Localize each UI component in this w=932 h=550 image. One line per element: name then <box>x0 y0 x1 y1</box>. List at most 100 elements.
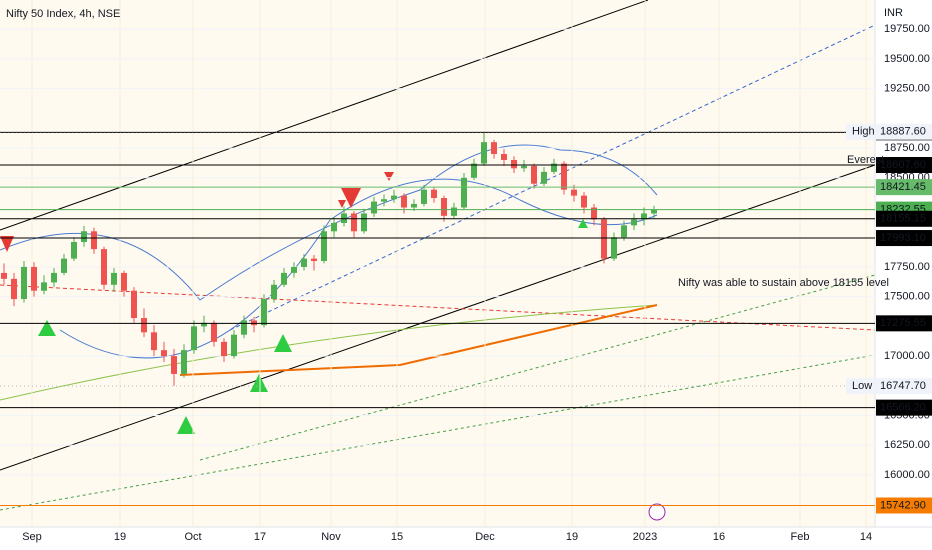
plot-area <box>0 0 875 527</box>
low-tag: Low <box>852 380 872 392</box>
level-label: 16566.20 <box>880 402 926 414</box>
buy-signal <box>38 320 56 336</box>
candle-body <box>551 163 557 172</box>
candle-body <box>271 284 277 300</box>
candle-body <box>311 258 317 262</box>
x-tick-label: 15 <box>391 531 403 543</box>
candle-body <box>361 213 367 232</box>
candle-body <box>51 272 57 283</box>
candle-body <box>71 241 77 259</box>
y-tick-label: 19500.00 <box>884 53 930 65</box>
candle-body <box>511 159 517 169</box>
candle-body <box>301 258 307 267</box>
candle-body <box>191 326 197 351</box>
buy-signal <box>578 219 588 228</box>
signals <box>0 172 588 434</box>
candle-body <box>341 213 347 223</box>
candle-body <box>331 222 337 232</box>
candle-body <box>161 350 167 357</box>
candle-body <box>11 278 17 300</box>
level-label-bg <box>876 230 932 247</box>
candle-body <box>391 195 397 200</box>
candle-body <box>321 231 327 262</box>
candle-body <box>141 318 147 333</box>
candle-body <box>251 320 257 326</box>
moving-average <box>179 304 658 376</box>
candle-body <box>621 225 627 238</box>
x-tick-label: 17 <box>254 531 266 543</box>
y-tick-label: 16250.00 <box>884 439 930 451</box>
annotation: Everest <box>847 154 884 166</box>
x-tick-label: 19 <box>566 531 578 543</box>
candle-body <box>451 207 457 216</box>
candle-body <box>581 195 587 208</box>
candle-body <box>111 272 117 285</box>
candle-body <box>221 341 227 357</box>
moving-average <box>0 304 658 401</box>
candle-body <box>131 290 137 319</box>
x-tick-label: 16 <box>713 531 725 543</box>
level-label-bg <box>876 179 932 196</box>
candle-body <box>1 272 7 279</box>
x-tick-label: Oct <box>184 531 201 543</box>
candle-body <box>491 142 497 155</box>
high-label-bg <box>876 123 932 140</box>
x-tick-label: Feb <box>791 531 810 543</box>
buy-signal <box>177 416 195 434</box>
x-tick-label: 19 <box>114 531 126 543</box>
y-tick-label: 17750.00 <box>884 261 930 273</box>
level-label: 17993.10 <box>880 232 926 244</box>
sell-signal <box>0 236 14 252</box>
candle-body <box>651 209 657 214</box>
candle-body <box>231 334 237 357</box>
candle-body <box>281 272 287 285</box>
candle-body <box>21 266 27 300</box>
x-tick-label: Sep <box>22 531 42 543</box>
dashed-line <box>0 284 876 331</box>
y-tick-label: 19250.00 <box>884 83 930 95</box>
candle-body <box>291 266 297 273</box>
candle-body <box>641 213 647 220</box>
candle-body <box>481 142 487 164</box>
level-label-bg <box>876 315 932 332</box>
low-label-bg <box>876 378 932 395</box>
candle-body <box>151 332 157 351</box>
candle-body <box>181 350 187 374</box>
y-tick-label: 17500.00 <box>884 291 930 303</box>
level-label: 18421.45 <box>880 181 926 193</box>
candle-body <box>471 163 477 178</box>
candle-body <box>31 266 37 291</box>
dashed-line <box>199 274 876 461</box>
event-icon[interactable] <box>648 503 666 521</box>
candle-body <box>401 195 407 208</box>
level-label-bg <box>876 157 932 174</box>
buy-signal <box>250 374 268 392</box>
x-tick-label: 2023 <box>633 531 657 543</box>
candle-body <box>261 299 267 326</box>
high-tag: High <box>852 126 875 138</box>
channel-line <box>0 164 876 471</box>
candle-body <box>461 177 467 208</box>
candle-body <box>411 203 417 208</box>
candle-body <box>521 165 527 169</box>
sell-signal <box>384 172 394 181</box>
level-label: 18155.15 <box>880 213 926 225</box>
y-tick-label: 16000.00 <box>884 469 930 481</box>
annotation: Nifty was able to sustain above 18155 le… <box>678 277 889 289</box>
level-label: 17275.55 <box>880 317 926 329</box>
candle-body <box>241 320 247 335</box>
candle-body <box>351 213 357 232</box>
level-label-bg <box>876 399 932 416</box>
candle-body <box>631 219 637 226</box>
candle-body <box>101 249 107 285</box>
level-label: 15742.90 <box>880 499 926 511</box>
candle-body <box>591 207 597 220</box>
low-price-label: 16747.70 <box>880 380 926 392</box>
level-label-bg <box>876 210 932 227</box>
candle-body <box>501 154 507 160</box>
candle-body <box>381 199 387 202</box>
candle-body <box>561 163 567 190</box>
currency: INR <box>884 7 903 19</box>
y-tick-label: 17000.00 <box>884 350 930 362</box>
